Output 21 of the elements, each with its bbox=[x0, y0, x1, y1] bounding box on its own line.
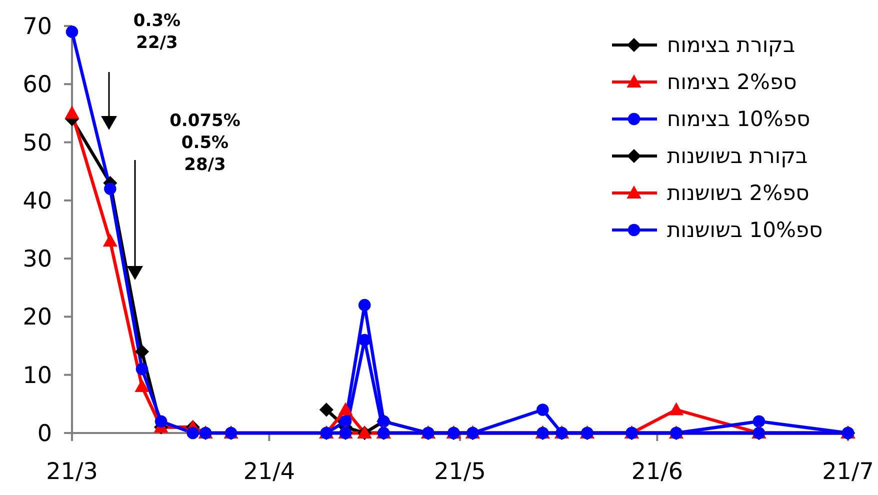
y-tick-label: 20 bbox=[22, 304, 52, 331]
x-tick-label: 21/3 bbox=[46, 459, 98, 485]
annotation: 0.3% 22/3 bbox=[133, 11, 181, 53]
y-tick-label: 70 bbox=[22, 14, 52, 40]
y-tick-label: 0 bbox=[37, 421, 52, 447]
legend-label: ספ10% בצימוח bbox=[667, 107, 810, 131]
x-tick-label: 21/7 bbox=[822, 459, 874, 485]
y-tick-label: 40 bbox=[22, 188, 52, 214]
y-tick-label: 30 bbox=[22, 246, 52, 273]
annotation: 0.075% 0.5% 28/3 bbox=[170, 111, 240, 175]
legend-label: ספ2% בצימוח bbox=[667, 70, 797, 94]
legend-label: בקורת בצימוח bbox=[667, 33, 796, 57]
y-tick-label: 50 bbox=[22, 130, 52, 156]
x-tick-label: 21/5 bbox=[434, 459, 486, 485]
legend-label: ספ10% בשושנות bbox=[667, 218, 823, 242]
x-tick-label: 21/4 bbox=[243, 459, 296, 485]
legend-label: בקורת בשושנות bbox=[667, 144, 808, 168]
x-tick-label: 21/6 bbox=[631, 459, 684, 485]
y-tick-label: 60 bbox=[22, 72, 52, 98]
legend-label: ספ2% בשושנות bbox=[667, 181, 810, 205]
y-tick-label: 10 bbox=[22, 362, 52, 389]
